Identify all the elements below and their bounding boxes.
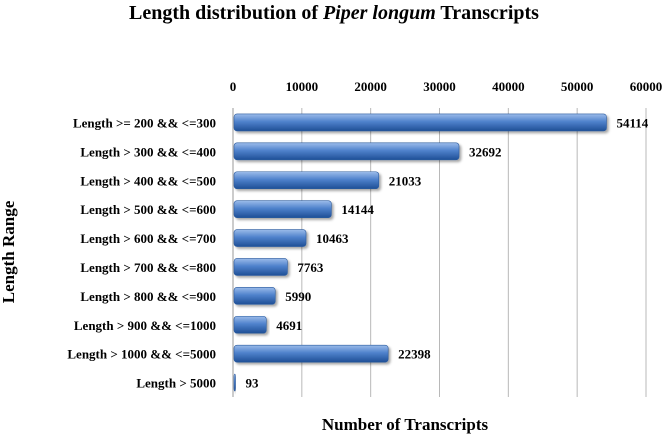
x-tick-label: 60000	[630, 79, 663, 94]
bar	[233, 315, 267, 334]
category-label: Length > 500 && <=600	[80, 202, 216, 217]
x-tick-label: 0	[230, 79, 237, 94]
data-label: 93	[246, 376, 260, 391]
bar	[233, 258, 288, 276]
x-axis-ticks: 0 10000 20000 30000 40000 50000 60000	[230, 79, 663, 94]
x-axis-title: Number of Transcripts	[322, 415, 489, 434]
data-label: 10463	[316, 231, 349, 246]
x-tick-label: 20000	[354, 79, 387, 94]
x-tick-label: 50000	[561, 79, 594, 94]
category-label: Length >= 200 && <=300	[73, 115, 216, 130]
category-labels: Length >= 200 && <=300 Length > 300 && <=…	[67, 115, 216, 390]
bar	[233, 344, 389, 363]
data-label: 21033	[389, 173, 422, 188]
x-tick-label: 30000	[423, 79, 456, 94]
category-label: Length > 400 && <=500	[80, 173, 216, 188]
data-labels: 54114 32692 21033 14144 10463 7763 5990 4691 223…	[246, 115, 649, 390]
bar	[233, 171, 380, 190]
x-tick-label: 40000	[492, 79, 525, 94]
bar	[233, 113, 607, 132]
category-label: Length > 800 && <=900	[80, 289, 216, 304]
category-label: Length > 300 && <=400	[80, 144, 216, 159]
data-label: 5990	[285, 289, 311, 304]
bar	[233, 229, 307, 247]
chart-title-part-2: Transcripts	[436, 2, 539, 24]
category-label: Length > 1000 && <=5000	[67, 347, 216, 362]
data-label: 14144	[341, 202, 374, 217]
data-label: 54114	[616, 115, 648, 130]
category-label: Length > 700 && <=800	[80, 260, 216, 275]
category-label: Length > 900 && <=1000	[74, 318, 216, 333]
category-label: Length > 5000	[136, 376, 216, 391]
bar	[233, 373, 236, 392]
bars	[233, 113, 607, 392]
data-label: 7763	[297, 260, 324, 275]
bar	[233, 200, 332, 218]
bar	[233, 142, 460, 161]
data-label: 32692	[469, 144, 502, 159]
y-axis-title: Length Range	[0, 200, 18, 303]
chart-title-part-0: Length distribution of	[129, 2, 323, 24]
data-label: 22398	[398, 347, 431, 362]
chart-title: Length distribution of Piper longum Tran…	[129, 2, 539, 24]
x-tick-label: 10000	[286, 79, 319, 94]
chart-title-part-1: Piper longum	[322, 2, 436, 24]
category-label: Length > 600 && <=700	[80, 231, 216, 246]
bar	[233, 287, 276, 305]
data-label: 4691	[276, 318, 302, 333]
